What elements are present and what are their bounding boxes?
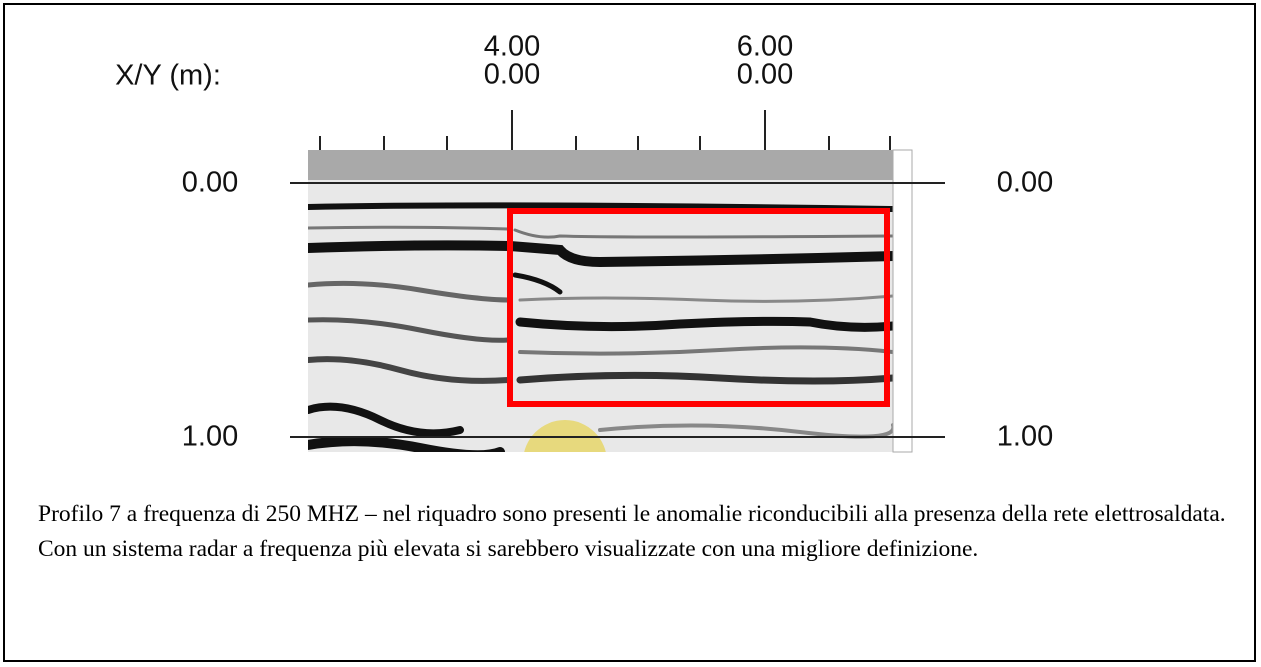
top-tick-x: 4.00: [484, 31, 540, 63]
depth-label: 0.00: [182, 167, 238, 199]
depth-label: 0.00: [997, 167, 1053, 199]
caption: Profilo 7 a frequenza di 250 MHZ – nel r…: [38, 501, 1226, 562]
top-ticks: [319, 110, 891, 150]
frame: [3, 3, 1256, 662]
top-tick-y: 0.00: [484, 59, 540, 91]
radargram: [308, 150, 893, 452]
depth-label: 1.00: [182, 421, 238, 453]
depth-label: 1.00: [997, 421, 1053, 453]
axis-label: X/Y (m):: [115, 60, 221, 92]
top-tick-y: 0.00: [737, 59, 793, 91]
top-tick-x: 6.00: [737, 31, 793, 63]
